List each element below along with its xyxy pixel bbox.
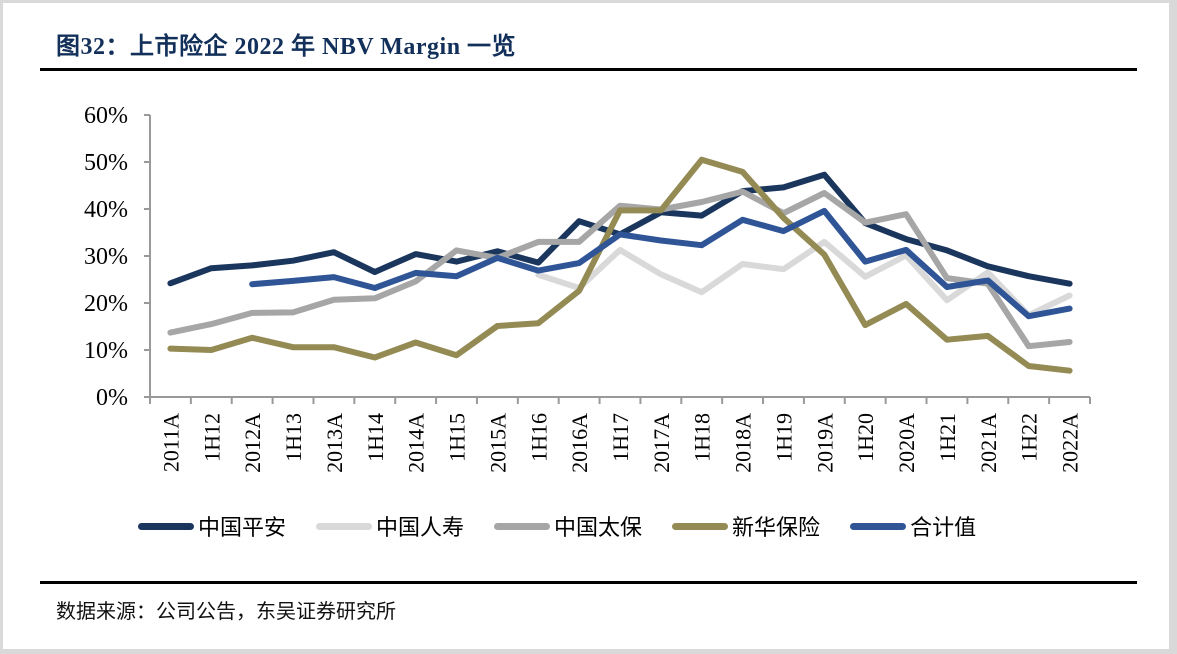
x-tick-label: 2014A bbox=[404, 413, 429, 473]
x-tick-label: 2019A bbox=[812, 413, 837, 473]
y-tick-label: 10% bbox=[84, 338, 128, 364]
legend-label: 新华保险 bbox=[732, 516, 821, 541]
y-axis-ticks: 0% 10% 20% 30% 40% 50% 60% bbox=[84, 103, 150, 411]
legend-item: 中国人寿 bbox=[316, 510, 464, 542]
series-lines bbox=[167, 156, 1073, 374]
series-line-4 bbox=[167, 156, 1073, 374]
legend-swatch bbox=[494, 522, 551, 530]
series-line-5 bbox=[249, 207, 1073, 320]
y-tick-label: 30% bbox=[84, 244, 128, 270]
chart-title: 图32：上市险企 2022 年 NBV Margin 一览 bbox=[56, 34, 517, 60]
x-tick-label: 1H22 bbox=[1017, 413, 1042, 462]
series-line-2 bbox=[535, 238, 1073, 319]
legend-label: 中国平安 bbox=[198, 516, 287, 541]
legend-swatch bbox=[850, 522, 907, 530]
y-tick-label: 60% bbox=[84, 103, 128, 129]
series-line-1 bbox=[167, 171, 1073, 287]
data-source-note: 数据来源：公司公告，东吴证券研究所 bbox=[56, 599, 396, 623]
x-tick-label: 1H16 bbox=[526, 413, 551, 462]
x-tick-label: 1H19 bbox=[771, 413, 796, 462]
x-tick-label: 2021A bbox=[976, 413, 1001, 473]
y-tick-label: 0% bbox=[96, 385, 128, 411]
legend-swatch bbox=[672, 522, 729, 530]
y-tick-label: 50% bbox=[84, 150, 128, 176]
legend-swatch bbox=[316, 522, 373, 530]
x-tick-label: 1H17 bbox=[608, 413, 633, 462]
legend-label: 中国人寿 bbox=[376, 516, 465, 541]
x-tick-label: 2017A bbox=[649, 413, 674, 473]
legend-label: 合计值 bbox=[910, 516, 977, 541]
x-tick-label: 2011A bbox=[158, 413, 183, 472]
x-tick-label: 1H14 bbox=[363, 413, 388, 462]
source-divider bbox=[40, 581, 1137, 584]
x-tick-label: 2013A bbox=[322, 413, 347, 473]
series-line-3 bbox=[167, 188, 1073, 350]
legend-item: 中国平安 bbox=[138, 510, 286, 542]
title-divider bbox=[40, 68, 1137, 71]
chart-legend: 中国平安 中国人寿 中国太保 新华保险 合计值 bbox=[138, 510, 1006, 542]
x-tick-label: 1H20 bbox=[853, 413, 878, 462]
x-tick-label: 2012A bbox=[240, 413, 265, 473]
legend-label: 中国太保 bbox=[554, 516, 643, 541]
legend-item: 中国太保 bbox=[494, 510, 642, 542]
y-tick-label: 40% bbox=[84, 197, 128, 223]
x-tick-label: 2018A bbox=[731, 413, 756, 473]
x-tick-label: 2022A bbox=[1058, 413, 1083, 473]
x-tick-label: 1H15 bbox=[445, 413, 470, 462]
legend-swatch bbox=[138, 522, 194, 530]
x-tick-label: 2015A bbox=[485, 413, 510, 473]
x-tick-label: 1H21 bbox=[935, 413, 960, 462]
x-axis-ticks: 2011A 1H12 2012A 1H13 2013A 1H14 2014A 1H15 2015… bbox=[149, 397, 1091, 473]
y-tick-label: 20% bbox=[84, 291, 128, 317]
x-tick-label: 1H13 bbox=[281, 413, 306, 462]
x-tick-label: 2016A bbox=[567, 413, 592, 473]
legend-item: 合计值 bbox=[850, 510, 976, 542]
legend-item: 新华保险 bbox=[672, 510, 820, 542]
x-tick-label: 2020A bbox=[894, 413, 919, 473]
x-tick-label: 1H12 bbox=[199, 413, 224, 462]
x-tick-label: 1H18 bbox=[690, 413, 715, 462]
